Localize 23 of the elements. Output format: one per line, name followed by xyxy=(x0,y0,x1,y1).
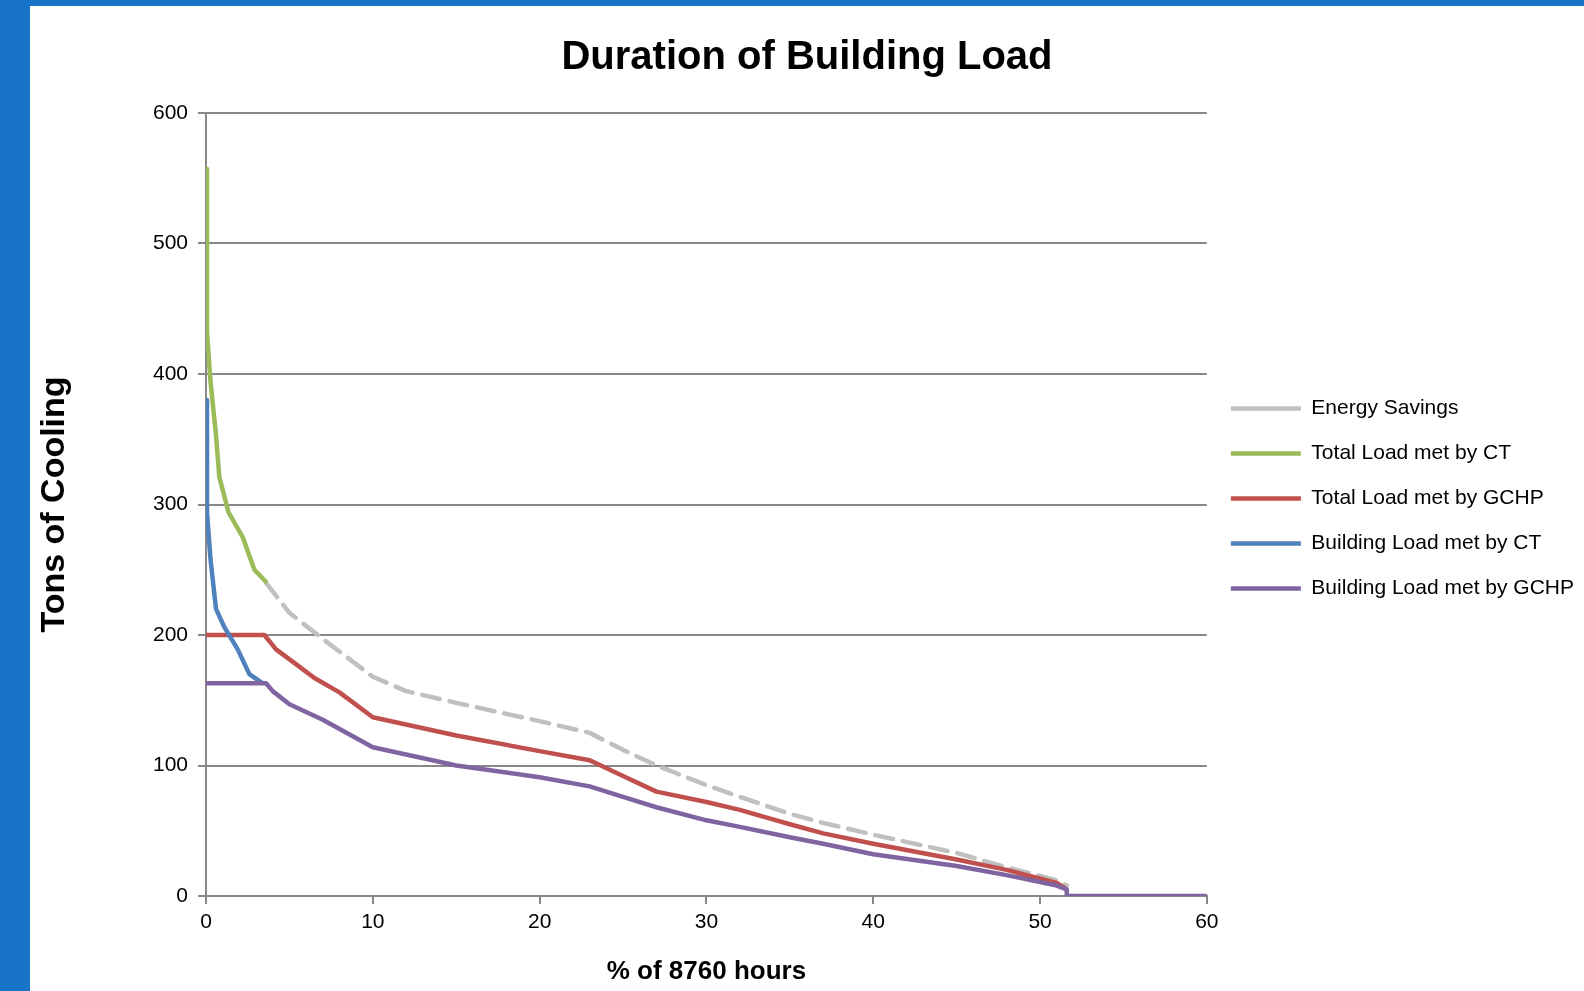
x-tick-label: 30 xyxy=(694,909,719,933)
x-tick-label: 60 xyxy=(1195,909,1219,933)
x-tick-label: 20 xyxy=(527,909,552,933)
chart-title: Duration of Building Load xyxy=(561,33,1053,78)
y-axis-title: Tons of Cooling xyxy=(32,376,71,633)
x-tick-label: 0 xyxy=(200,909,212,933)
legend-label: Building Load met by GCHP xyxy=(1311,575,1575,599)
x-axis-title: % of 8760 hours xyxy=(606,954,807,985)
line-series xyxy=(263,580,1069,888)
y-tick-label: 100 xyxy=(152,752,188,776)
legend-label: Total Load met by GCHP xyxy=(1311,485,1544,509)
legend-label: Building Load met by CT xyxy=(1311,530,1542,554)
x-tick-label: 50 xyxy=(1028,909,1052,933)
legend-label: Energy Savings xyxy=(1311,395,1459,419)
y-tick-label: 500 xyxy=(152,230,188,254)
y-tick-label: 0 xyxy=(176,882,188,906)
x-tick-label: 10 xyxy=(361,909,385,933)
legend-label: Total Load met by CT xyxy=(1311,440,1512,464)
x-tick-label: 40 xyxy=(861,909,885,933)
y-tick-label: 600 xyxy=(152,99,188,123)
y-tick-label: 200 xyxy=(152,621,188,645)
y-tick-label: 400 xyxy=(152,360,188,384)
y-tick-label: 300 xyxy=(152,491,188,515)
